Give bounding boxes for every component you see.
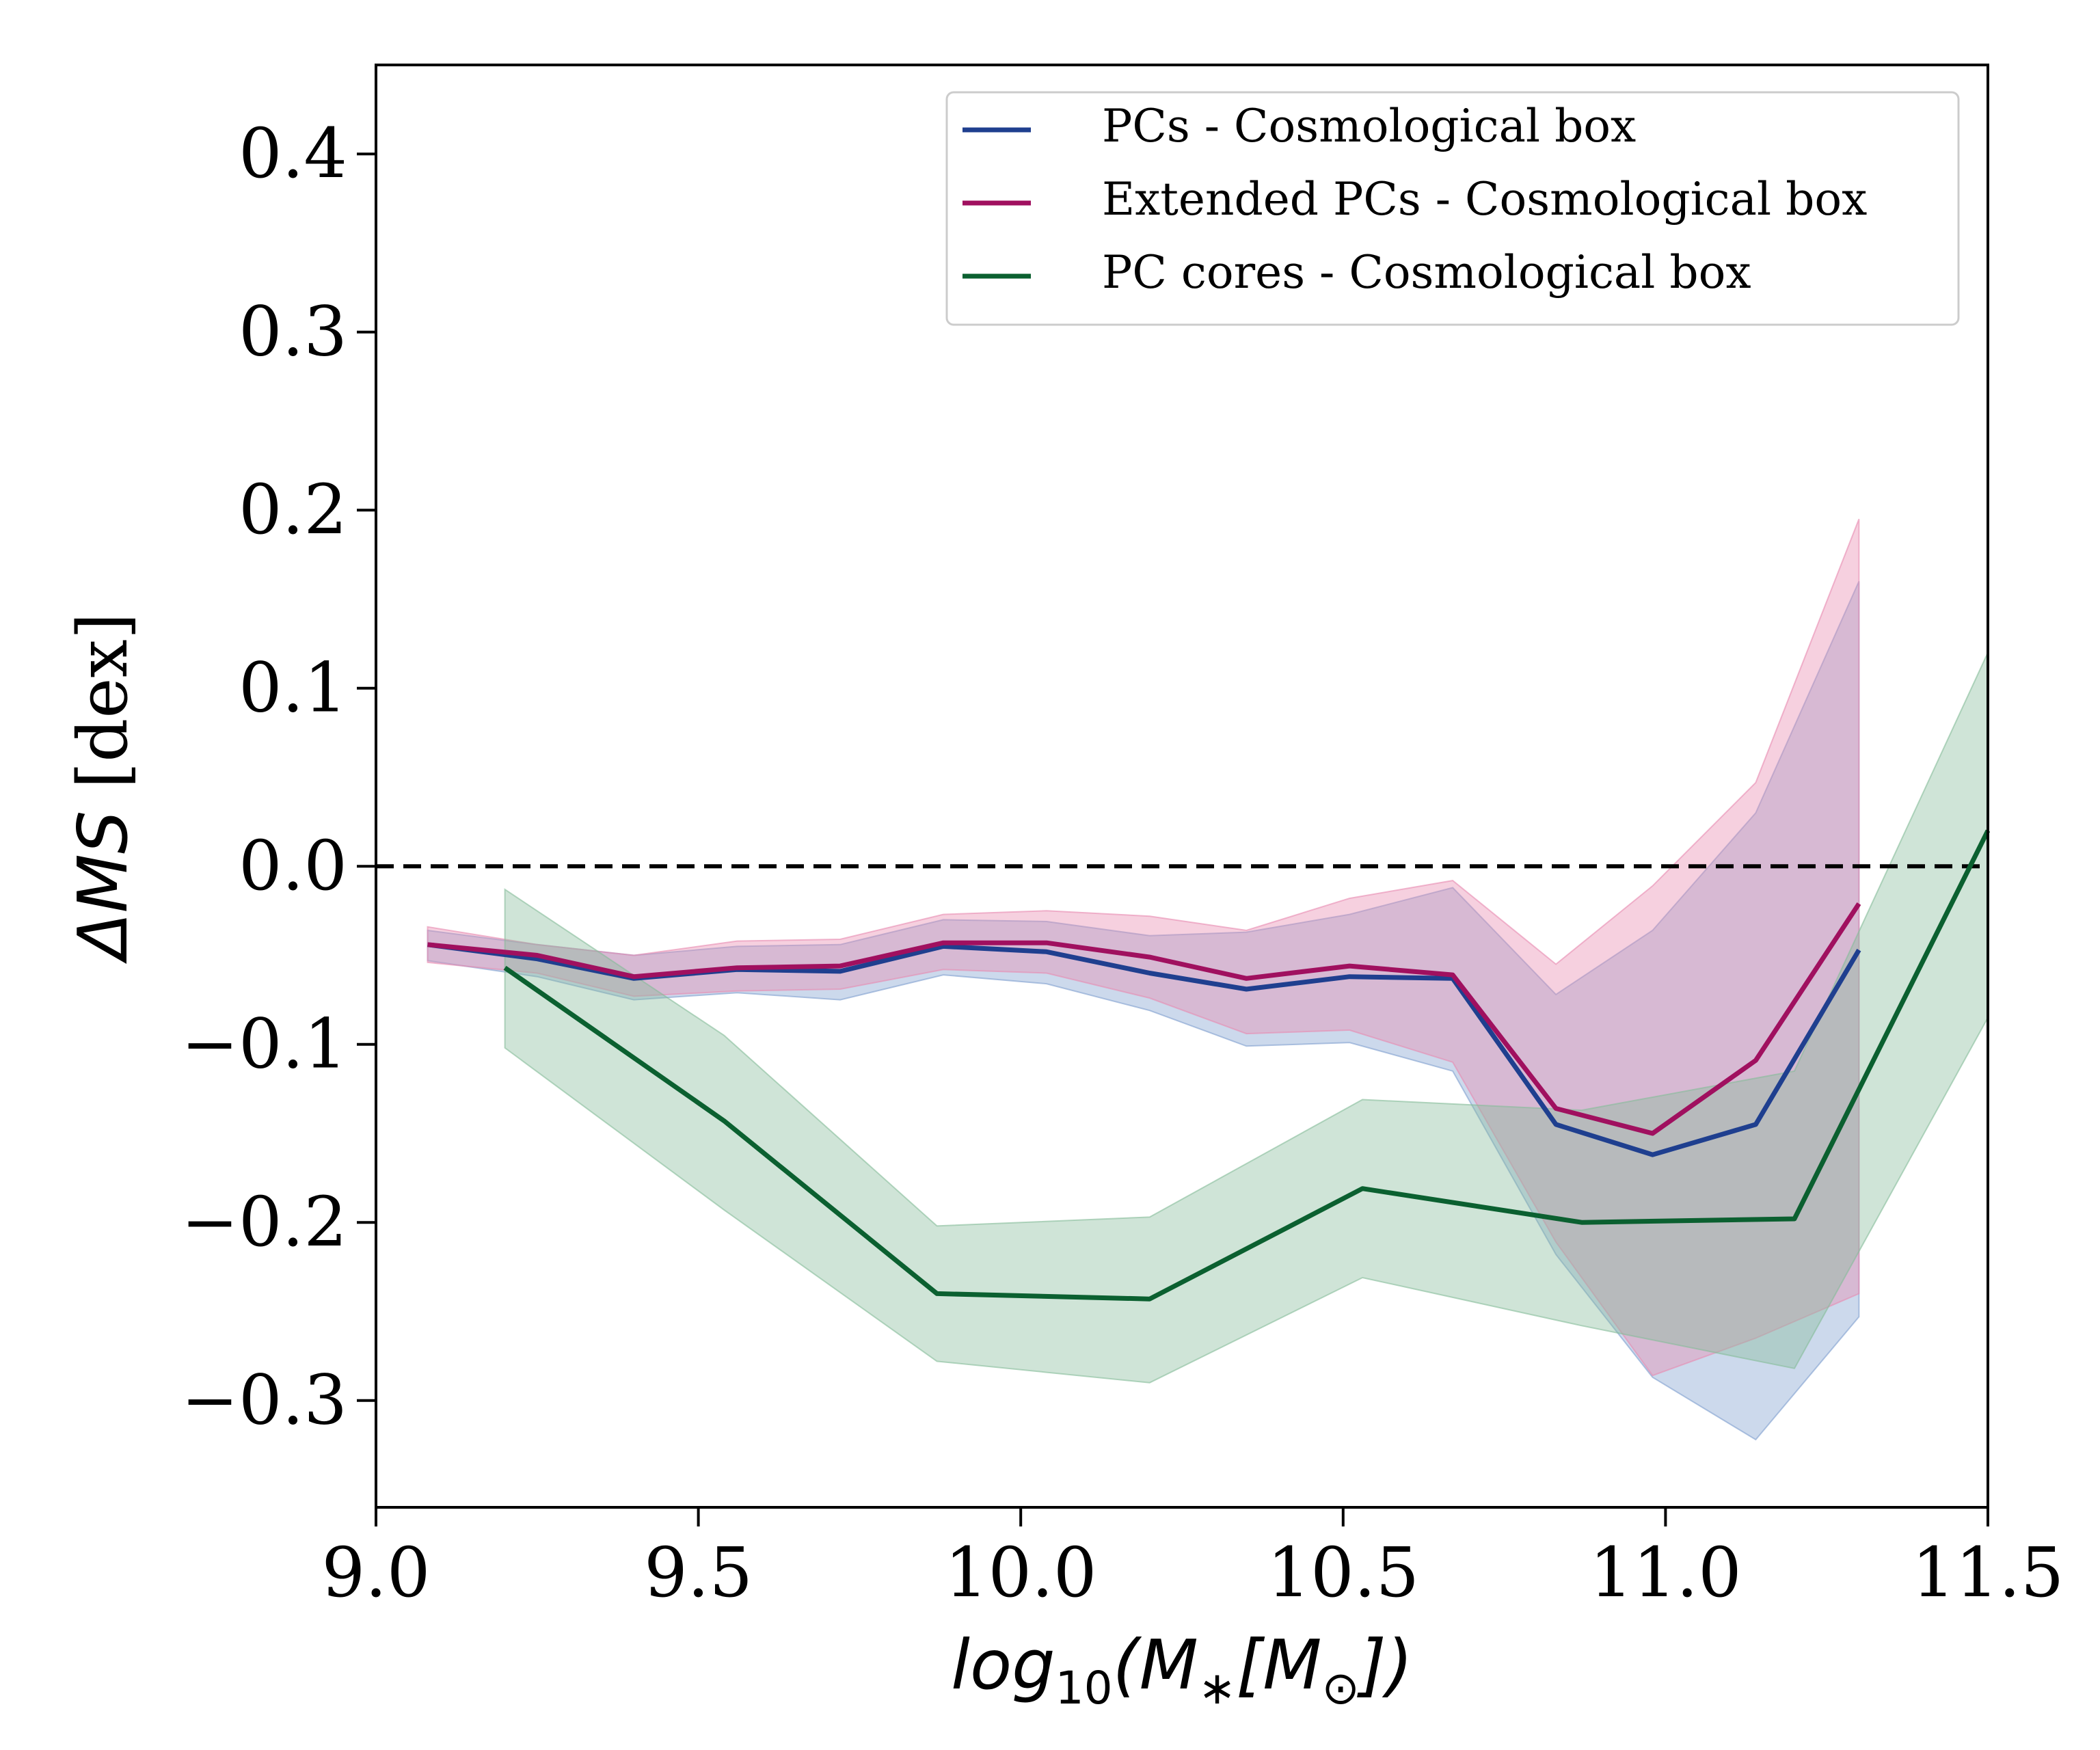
y-tick-label: 0.1 xyxy=(239,648,347,728)
x-axis-label-rest2: [M xyxy=(1236,1625,1321,1705)
legend-label-pcs: PCs - Cosmological box xyxy=(1102,100,1636,152)
x-axis-label-sub: 10 xyxy=(1055,1662,1113,1714)
legend-label-extended-pcs: Extended PCs - Cosmological box xyxy=(1102,173,1867,226)
series-lines xyxy=(427,829,1991,1302)
x-axis-ticks: 9.0 9.5 10.0 10.5 11.0 11.5 xyxy=(321,1507,2064,1613)
line-pc-cores xyxy=(503,829,1991,1302)
band-extended-pcs xyxy=(427,518,1860,1377)
y-tick-label: 0.2 xyxy=(239,470,347,550)
band-pcs xyxy=(427,580,1860,1441)
y-axis-label-symbol: ΔMS xyxy=(63,811,143,965)
y-axis-label: ΔMS [dex] xyxy=(63,612,143,965)
line-extended-pcs xyxy=(427,902,1861,1136)
y-tick-label: 0.3 xyxy=(239,292,347,372)
y-tick-label: −0.3 xyxy=(181,1360,347,1440)
y-axis-label-unit: [dex] xyxy=(63,612,143,810)
legend-label-pc-cores: PC cores - Cosmological box xyxy=(1102,246,1751,299)
x-tick-label: 10.0 xyxy=(945,1533,1097,1613)
x-axis-label-sub2: ∗ xyxy=(1198,1662,1236,1714)
plot-frame xyxy=(375,64,1989,1509)
y-axis-ticks: 0.4 0.3 0.2 0.1 0.0 −0.1 −0.2 −0.3 xyxy=(181,113,376,1440)
x-axis-label-sub3: ⊙ xyxy=(1322,1662,1360,1714)
x-axis-label: log10(M∗[M⊙]) xyxy=(951,1625,1413,1714)
y-tick-label: −0.1 xyxy=(181,1004,347,1084)
x-axis-label-base: log xyxy=(951,1625,1055,1705)
x-tick-label: 11.5 xyxy=(1912,1533,2064,1613)
x-tick-label: 9.0 xyxy=(321,1533,430,1613)
y-tick-label: −0.2 xyxy=(181,1182,347,1262)
x-tick-label: 10.5 xyxy=(1267,1533,1419,1613)
legend: PCs - Cosmological box Extended PCs - Co… xyxy=(945,91,1960,326)
confidence-bands xyxy=(427,518,1989,1441)
x-tick-label: 11.0 xyxy=(1589,1533,1742,1613)
y-tick-label: 0.4 xyxy=(239,113,347,193)
x-axis-label-end: ]) xyxy=(1357,1625,1413,1705)
x-tick-label: 9.5 xyxy=(644,1533,753,1613)
legend-box xyxy=(945,91,1960,326)
x-axis-label-rest: (M xyxy=(1113,1625,1198,1705)
y-tick-label: 0.0 xyxy=(239,826,347,906)
